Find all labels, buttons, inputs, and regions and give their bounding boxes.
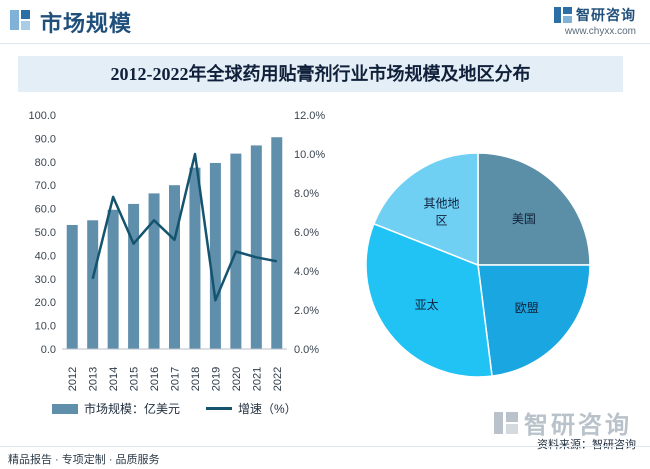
logo-url: www.chyxx.com: [564, 26, 636, 37]
x-tick-label: 2013: [88, 367, 100, 391]
bar: [169, 185, 180, 349]
legend-line-label: 增速（%）: [238, 402, 297, 416]
logo-name: 智研咨询: [576, 7, 636, 23]
y-right-tick-label: 4.0%: [294, 266, 319, 278]
y-left-tick-label: 50.0: [35, 227, 56, 239]
y-right-tick-label: 6.0%: [294, 227, 319, 239]
x-tick-label: 2019: [210, 367, 222, 391]
y-right-tick-label: 8.0%: [294, 188, 319, 200]
x-tick-label: 2020: [231, 367, 243, 391]
y-left-tick-label: 20.0: [35, 297, 56, 309]
bar: [148, 193, 160, 349]
legend-bar-swatch: [52, 403, 78, 414]
pie-slice-label: 亚太: [415, 297, 439, 312]
x-tick-label: 2016: [149, 367, 161, 391]
legend-bar-label: 市场规模：亿美元: [84, 402, 181, 416]
bar: [250, 145, 262, 349]
y-left-tick-label: 70.0: [35, 180, 56, 192]
y-left-tick-label: 40.0: [35, 250, 56, 262]
page-title: 市场规模: [40, 11, 133, 36]
bar: [209, 162, 221, 349]
chart-title: 2012-2022年全球药用贴膏剂行业市场规模及地区分布: [18, 56, 623, 92]
x-tick-label: 2017: [170, 367, 182, 391]
y-right-tick-label: 2.0%: [294, 305, 319, 317]
watermark-text: 智研咨询: [524, 412, 632, 439]
pie-slice: [372, 152, 479, 267]
header-divider: [0, 43, 650, 44]
pie-slice: [365, 222, 493, 378]
growth-line: [91, 152, 278, 302]
y-left-tick-label: 100.0: [28, 110, 56, 122]
x-tick-label: 2021: [251, 367, 263, 391]
logo-icon: [554, 7, 572, 23]
y-left-tick-label: 90.0: [35, 133, 56, 145]
y-right-tick-label: 12.0%: [294, 110, 325, 122]
bar: [107, 209, 119, 349]
header: 市场规模 智研咨询 www.chyxx.com: [0, 0, 650, 44]
brand-icon: [10, 10, 30, 30]
footer-text: 精品报告 · 专项定制 · 品质服务: [8, 454, 160, 466]
footer: 精品报告 · 专项定制 · 品质服务: [0, 446, 650, 469]
bar-line-chart: 0.0 10.0 20.0 30.0 40.0 50.0 60.0 70.0 80.0 90.0 1…: [28, 110, 325, 391]
bar: [271, 137, 283, 349]
y-left-tick-label: 80.0: [35, 157, 56, 169]
x-tick-label: 2012: [67, 367, 79, 391]
y-right-tick-label: 10.0%: [294, 149, 325, 161]
source-note: 资料来源：智研咨询: [537, 439, 636, 451]
pie-slice: [477, 264, 591, 377]
y-left-tick-label: 30.0: [35, 274, 56, 286]
pie-slice-label: 其他地区: [423, 196, 459, 227]
watermark-icon: [494, 411, 518, 434]
chart-legend: 市场规模：亿美元 增速（%）: [52, 400, 297, 417]
bar: [87, 220, 99, 349]
y-left-tick-label: 0.0: [41, 344, 56, 356]
pie-slice: [477, 152, 591, 266]
logo: 智研咨询 www.chyxx.com: [554, 5, 636, 37]
bar: [128, 203, 140, 349]
x-tick-label: 2022: [272, 367, 284, 391]
x-tick-label: 2014: [108, 367, 120, 391]
x-tick-label: 2018: [190, 367, 202, 391]
y-left-tick-label: 10.0: [35, 321, 56, 333]
y-right-tick-label: 0.0%: [294, 344, 319, 356]
pie-slice-label: 美国: [512, 212, 536, 226]
bar: [66, 224, 78, 349]
x-tick-label: 2015: [129, 367, 141, 391]
pie-slice-label: 欧盟: [515, 301, 539, 315]
bar: [189, 167, 201, 349]
legend-line-swatch: [206, 407, 233, 410]
y-left-tick-label: 60.0: [35, 204, 56, 216]
watermark-logo: 智研咨询: [494, 405, 632, 440]
